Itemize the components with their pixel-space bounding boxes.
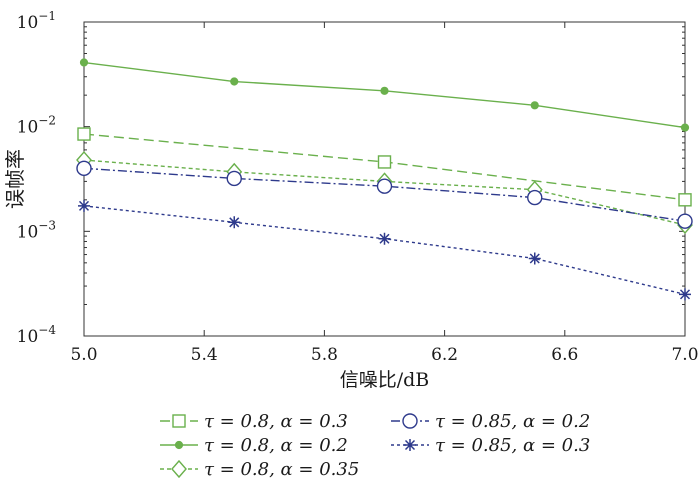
x-tick-label: 6.2 [431, 345, 458, 365]
legend-item-1: τ = 0.8, α = 0.3 [160, 411, 348, 432]
x-tick-label: 5.4 [191, 345, 218, 365]
legend-label: τ = 0.8, α = 0.3 [204, 411, 348, 432]
plot-frame [83, 21, 686, 337]
x-tick-label: 6.6 [551, 345, 578, 365]
legend-marker [402, 413, 418, 429]
data-point [680, 123, 690, 132]
y-tick-label: 10−4 [17, 323, 57, 347]
data-point [380, 86, 389, 95]
series-line [83, 205, 686, 296]
legend-item-2: τ = 0.8, α = 0.2 [160, 435, 348, 456]
data-point [378, 232, 391, 245]
legend-marker [404, 439, 416, 451]
y-tick-label: 10−2 [17, 114, 56, 138]
legend-marker [171, 459, 187, 479]
data-point [377, 155, 392, 169]
data-point [76, 160, 92, 177]
data-point [230, 77, 239, 86]
data-point [226, 170, 242, 187]
y-tick-label: 10−3 [17, 218, 56, 242]
legend-item-5: τ = 0.85, α = 0.3 [391, 435, 590, 456]
data-point [528, 252, 541, 265]
data-point [677, 213, 693, 229]
x-tick-label: 7.0 [671, 345, 698, 365]
data-point [77, 127, 91, 141]
data-point [376, 178, 393, 194]
x-tick-label: 5.8 [311, 345, 338, 365]
series-line [83, 61, 686, 129]
legend-marker [174, 440, 184, 450]
data-point [228, 216, 241, 229]
series-4 [76, 160, 693, 229]
data-point [79, 58, 89, 67]
legend-label: τ = 0.85, α = 0.3 [435, 435, 590, 456]
legend-label: τ = 0.8, α = 0.2 [204, 435, 348, 456]
legend-label: τ = 0.85, α = 0.2 [435, 411, 590, 432]
data-point [78, 199, 90, 212]
data-point [527, 189, 543, 206]
legend-item-3: τ = 0.8, α = 0.35 [160, 459, 359, 480]
data-point [679, 288, 691, 301]
series-2 [79, 58, 690, 132]
y-axis-label: 误帧率 [3, 149, 27, 209]
x-tick-label: 5.0 [70, 345, 97, 365]
legend-label: τ = 0.8, α = 0.35 [204, 459, 359, 480]
series-1 [77, 127, 692, 207]
x-axis-label: 信噪比/dB [340, 369, 430, 391]
data-point [678, 193, 692, 207]
legend-marker [172, 414, 186, 428]
legend-item-4: τ = 0.85, α = 0.2 [391, 411, 590, 432]
y-tick-label: 10−1 [17, 9, 56, 33]
series-5 [78, 199, 691, 301]
data-point [530, 101, 539, 110]
